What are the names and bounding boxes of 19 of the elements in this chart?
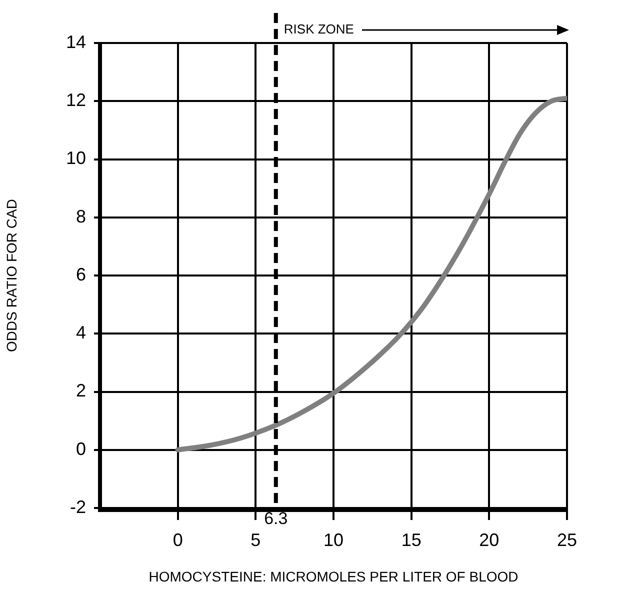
- y-tick-label: 0: [76, 438, 86, 459]
- y-tick-label: 2: [76, 380, 86, 401]
- x-tick-label: 0: [172, 530, 183, 550]
- ref-line-label: 6.3: [264, 509, 288, 528]
- x-tick-label: 10: [323, 530, 344, 550]
- y-tick-label: 8: [76, 206, 86, 226]
- x-tick-label: 20: [479, 530, 500, 550]
- y-tick-label: 6: [76, 264, 86, 284]
- y-tick-label: 4: [76, 322, 86, 343]
- y-tick-label: 10: [66, 148, 86, 168]
- annotation: RISK ZONE: [284, 22, 354, 37]
- y-tick-label: 14: [66, 32, 86, 52]
- x-axis-title: HOMOCYSTEINE: MICROMOLES PER LITER OF BLOOD: [148, 568, 518, 584]
- x-tick-label: 15: [401, 530, 422, 550]
- y-tick-label: -2: [70, 496, 86, 517]
- x-tick-label: 25: [556, 530, 578, 550]
- y-tick-label: 12: [66, 90, 86, 110]
- y-axis-title: ODDS RATIO FOR CAD: [3, 199, 20, 352]
- x-tick-label: 5: [250, 530, 261, 550]
